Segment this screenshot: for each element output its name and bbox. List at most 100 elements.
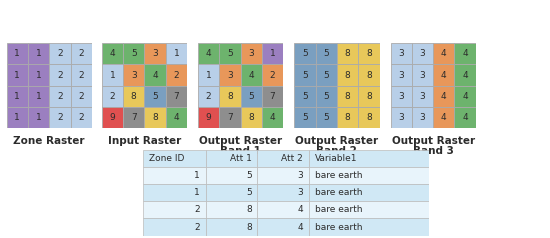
FancyBboxPatch shape xyxy=(412,64,433,86)
Text: 8: 8 xyxy=(246,205,252,214)
Text: 2: 2 xyxy=(174,70,179,79)
FancyBboxPatch shape xyxy=(257,167,309,184)
FancyBboxPatch shape xyxy=(316,43,337,64)
Text: 4: 4 xyxy=(463,113,468,122)
Text: 4: 4 xyxy=(298,205,303,214)
Text: 9: 9 xyxy=(109,113,116,122)
Text: 3: 3 xyxy=(298,188,303,197)
Text: 5: 5 xyxy=(323,92,329,101)
FancyBboxPatch shape xyxy=(316,107,337,128)
Text: 5: 5 xyxy=(227,49,233,58)
FancyBboxPatch shape xyxy=(70,107,92,128)
Text: 5: 5 xyxy=(302,49,308,58)
FancyBboxPatch shape xyxy=(309,150,429,167)
Text: 3: 3 xyxy=(249,49,254,58)
Text: 2: 2 xyxy=(57,113,63,122)
FancyBboxPatch shape xyxy=(7,107,28,128)
Text: 4: 4 xyxy=(463,49,468,58)
Text: 8: 8 xyxy=(366,92,372,101)
Text: Band 1: Band 1 xyxy=(220,146,261,156)
FancyBboxPatch shape xyxy=(309,201,429,218)
Text: 5: 5 xyxy=(152,92,158,101)
Text: bare earth: bare earth xyxy=(315,205,362,214)
FancyBboxPatch shape xyxy=(316,64,337,86)
Text: 1: 1 xyxy=(36,49,41,58)
FancyBboxPatch shape xyxy=(50,86,70,107)
Text: 2: 2 xyxy=(79,92,84,101)
FancyBboxPatch shape xyxy=(433,107,454,128)
FancyBboxPatch shape xyxy=(144,64,166,86)
FancyBboxPatch shape xyxy=(337,43,358,64)
Text: 2: 2 xyxy=(270,70,276,79)
Text: Band 3: Band 3 xyxy=(412,146,454,156)
FancyBboxPatch shape xyxy=(337,64,358,86)
FancyBboxPatch shape xyxy=(143,201,206,218)
Text: 3: 3 xyxy=(131,70,136,79)
Text: 8: 8 xyxy=(366,49,372,58)
FancyBboxPatch shape xyxy=(454,107,476,128)
Text: 3: 3 xyxy=(420,70,425,79)
FancyBboxPatch shape xyxy=(102,64,123,86)
Text: 2: 2 xyxy=(109,92,115,101)
FancyBboxPatch shape xyxy=(70,64,92,86)
Text: 1: 1 xyxy=(36,113,41,122)
FancyBboxPatch shape xyxy=(412,86,433,107)
Text: bare earth: bare earth xyxy=(315,171,362,180)
FancyBboxPatch shape xyxy=(144,86,166,107)
Text: Zone ID: Zone ID xyxy=(148,154,184,163)
FancyBboxPatch shape xyxy=(198,86,219,107)
FancyBboxPatch shape xyxy=(337,107,358,128)
Text: 8: 8 xyxy=(345,49,350,58)
FancyBboxPatch shape xyxy=(166,43,187,64)
Text: 1: 1 xyxy=(270,49,276,58)
Text: Variable1: Variable1 xyxy=(315,154,357,163)
Text: 5: 5 xyxy=(323,113,329,122)
FancyBboxPatch shape xyxy=(241,86,262,107)
Text: 3: 3 xyxy=(420,113,425,122)
FancyBboxPatch shape xyxy=(337,86,358,107)
Text: 7: 7 xyxy=(270,92,276,101)
Text: Att 1: Att 1 xyxy=(230,154,252,163)
Text: 3: 3 xyxy=(152,49,158,58)
FancyBboxPatch shape xyxy=(257,218,309,236)
FancyBboxPatch shape xyxy=(28,86,50,107)
FancyBboxPatch shape xyxy=(7,86,28,107)
Text: bare earth: bare earth xyxy=(315,188,362,197)
Text: 4: 4 xyxy=(109,49,115,58)
FancyBboxPatch shape xyxy=(166,107,187,128)
FancyBboxPatch shape xyxy=(143,167,206,184)
Text: 2: 2 xyxy=(195,223,200,232)
FancyBboxPatch shape xyxy=(309,218,429,236)
FancyBboxPatch shape xyxy=(257,150,309,167)
Text: 5: 5 xyxy=(131,49,136,58)
Text: Band 2: Band 2 xyxy=(316,146,358,156)
Text: 2: 2 xyxy=(79,113,84,122)
FancyBboxPatch shape xyxy=(390,43,412,64)
FancyBboxPatch shape xyxy=(7,64,28,86)
Text: 1: 1 xyxy=(36,92,41,101)
FancyBboxPatch shape xyxy=(7,43,28,64)
Text: 8: 8 xyxy=(227,92,233,101)
Text: 4: 4 xyxy=(441,92,447,101)
FancyBboxPatch shape xyxy=(358,107,379,128)
Text: 3: 3 xyxy=(398,113,404,122)
Text: 7: 7 xyxy=(227,113,233,122)
FancyBboxPatch shape xyxy=(294,107,316,128)
Text: 1: 1 xyxy=(14,113,20,122)
FancyBboxPatch shape xyxy=(262,107,283,128)
Text: 8: 8 xyxy=(366,70,372,79)
Text: 4: 4 xyxy=(152,70,158,79)
Text: 4: 4 xyxy=(441,70,447,79)
FancyBboxPatch shape xyxy=(50,43,70,64)
FancyBboxPatch shape xyxy=(102,107,123,128)
Text: 2: 2 xyxy=(195,205,200,214)
FancyBboxPatch shape xyxy=(143,218,206,236)
Text: 1: 1 xyxy=(36,70,41,79)
Text: 5: 5 xyxy=(302,92,308,101)
FancyBboxPatch shape xyxy=(262,86,283,107)
Text: 4: 4 xyxy=(249,70,254,79)
Text: 8: 8 xyxy=(366,113,372,122)
FancyBboxPatch shape xyxy=(206,201,257,218)
FancyBboxPatch shape xyxy=(143,150,206,167)
Text: 8: 8 xyxy=(345,70,350,79)
